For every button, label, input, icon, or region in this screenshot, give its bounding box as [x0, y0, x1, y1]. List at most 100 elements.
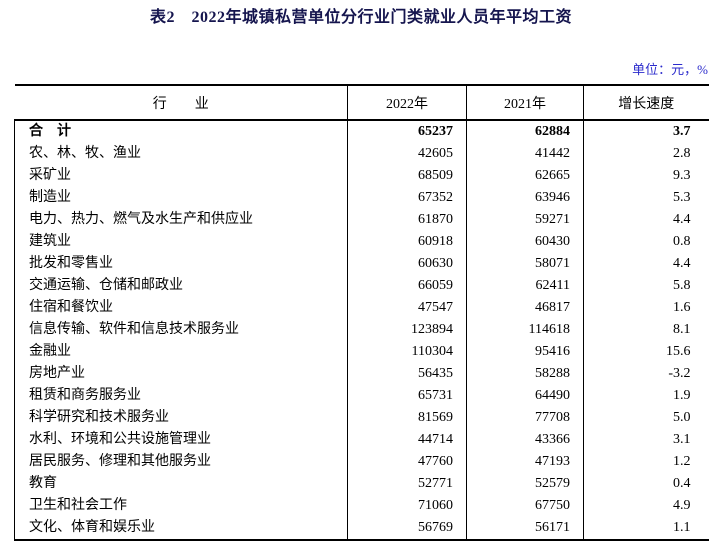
industry-cell: 电力、热力、燃气及水生产和供应业: [14, 209, 348, 231]
column-header-2021: 2021年: [466, 84, 584, 121]
value-2022-cell: 56435: [347, 363, 467, 385]
table-row: 采矿业 68509 62665 9.3: [14, 165, 709, 187]
table-row: 科学研究和技术服务业 81569 77708 5.0: [14, 407, 709, 429]
table-title: 表2 2022年城镇私营单位分行业门类就业人员年平均工资: [149, 9, 572, 26]
table-row: 建筑业 60918 60430 0.8: [14, 231, 709, 253]
value-2022-cell: 65237: [347, 120, 467, 143]
value-2022-cell: 60918: [347, 231, 467, 253]
unit-label: 单位：元，%: [632, 62, 708, 77]
industry-cell: 交通运输、仓储和邮政业: [14, 275, 348, 297]
value-2022-cell: 60630: [347, 253, 467, 275]
value-2022-cell: 47547: [347, 297, 467, 319]
industry-cell: 批发和零售业: [14, 253, 348, 275]
table-row: 教育 52771 52579 0.4: [14, 473, 709, 495]
value-2022-cell: 52771: [347, 473, 467, 495]
value-2021-cell: 63946: [466, 187, 584, 209]
growth-cell: 4.9: [583, 495, 709, 517]
growth-cell: 0.4: [583, 473, 709, 495]
value-2021-cell: 67750: [466, 495, 584, 517]
industry-cell: 建筑业: [14, 231, 348, 253]
industry-cell: 文化、体育和娱乐业: [14, 517, 348, 541]
value-2022-cell: 81569: [347, 407, 467, 429]
value-2021-cell: 58288: [466, 363, 584, 385]
value-2022-cell: 123894: [347, 319, 467, 341]
value-2022-cell: 61870: [347, 209, 467, 231]
value-2021-cell: 56171: [466, 517, 584, 541]
wage-table: 行 业 2022年 2021年 增长速度 合 计 65237 62884 3.7…: [14, 84, 709, 541]
industry-cell: 居民服务、修理和其他服务业: [14, 451, 348, 473]
table-row: 电力、热力、燃气及水生产和供应业 61870 59271 4.4: [14, 209, 709, 231]
industry-cell: 教育: [14, 473, 348, 495]
growth-cell: 8.1: [583, 319, 709, 341]
column-header-2022: 2022年: [347, 84, 467, 121]
industry-cell: 水利、环境和公共设施管理业: [14, 429, 348, 451]
industry-cell: 采矿业: [14, 165, 348, 187]
value-2021-cell: 77708: [466, 407, 584, 429]
value-2021-cell: 41442: [466, 143, 584, 165]
industry-cell: 房地产业: [14, 363, 348, 385]
industry-cell: 卫生和社会工作: [14, 495, 348, 517]
value-2021-cell: 60430: [466, 231, 584, 253]
table-row: 房地产业 56435 58288 -3.2: [14, 363, 709, 385]
industry-cell: 农、林、牧、渔业: [14, 143, 348, 165]
table-row: 交通运输、仓储和邮政业 66059 62411 5.8: [14, 275, 709, 297]
table-row: 住宿和餐饮业 47547 46817 1.6: [14, 297, 709, 319]
growth-cell: 4.4: [583, 209, 709, 231]
value-2021-cell: 114618: [466, 319, 584, 341]
industry-cell: 租赁和商务服务业: [14, 385, 348, 407]
industry-cell: 制造业: [14, 187, 348, 209]
value-2022-cell: 42605: [347, 143, 467, 165]
value-2022-cell: 65731: [347, 385, 467, 407]
growth-cell: 15.6: [583, 341, 709, 363]
growth-cell: 0.8: [583, 231, 709, 253]
column-header-industry: 行 业: [14, 84, 348, 121]
value-2022-cell: 66059: [347, 275, 467, 297]
growth-cell: 1.1: [583, 517, 709, 541]
growth-cell: 1.6: [583, 297, 709, 319]
table-row: 制造业 67352 63946 5.3: [14, 187, 709, 209]
value-2021-cell: 95416: [466, 341, 584, 363]
value-2022-cell: 56769: [347, 517, 467, 541]
industry-cell: 住宿和餐饮业: [14, 297, 348, 319]
industry-cell: 金融业: [14, 341, 348, 363]
table-row: 水利、环境和公共设施管理业 44714 43366 3.1: [14, 429, 709, 451]
growth-cell: 5.3: [583, 187, 709, 209]
growth-cell: 4.4: [583, 253, 709, 275]
value-2021-cell: 62665: [466, 165, 584, 187]
header-row: 行 业 2022年 2021年 增长速度: [14, 84, 709, 121]
value-2022-cell: 110304: [347, 341, 467, 363]
value-2021-cell: 47193: [466, 451, 584, 473]
table-row-total: 合 计 65237 62884 3.7: [14, 120, 709, 143]
table-body: 合 计 65237 62884 3.7 农、林、牧、渔业 42605 41442…: [14, 120, 709, 541]
value-2021-cell: 58071: [466, 253, 584, 275]
growth-cell: 5.0: [583, 407, 709, 429]
growth-cell: 3.1: [583, 429, 709, 451]
column-header-growth: 增长速度: [583, 84, 709, 121]
growth-cell: 9.3: [583, 165, 709, 187]
table-row: 信息传输、软件和信息技术服务业 123894 114618 8.1: [14, 319, 709, 341]
table-header: 行 业 2022年 2021年 增长速度: [14, 84, 709, 121]
value-2022-cell: 71060: [347, 495, 467, 517]
value-2022-cell: 67352: [347, 187, 467, 209]
value-2021-cell: 43366: [466, 429, 584, 451]
table-row: 批发和零售业 60630 58071 4.4: [14, 253, 709, 275]
value-2022-cell: 47760: [347, 451, 467, 473]
value-2021-cell: 64490: [466, 385, 584, 407]
table-row: 居民服务、修理和其他服务业 47760 47193 1.2: [14, 451, 709, 473]
value-2022-cell: 68509: [347, 165, 467, 187]
value-2021-cell: 62884: [466, 120, 584, 143]
growth-cell: 5.8: [583, 275, 709, 297]
growth-cell: 2.8: [583, 143, 709, 165]
table-row: 文化、体育和娱乐业 56769 56171 1.1: [14, 517, 709, 541]
industry-cell: 科学研究和技术服务业: [14, 407, 348, 429]
value-2021-cell: 59271: [466, 209, 584, 231]
table-row: 卫生和社会工作 71060 67750 4.9: [14, 495, 709, 517]
industry-cell: 信息传输、软件和信息技术服务业: [14, 319, 348, 341]
value-2021-cell: 52579: [466, 473, 584, 495]
value-2022-cell: 44714: [347, 429, 467, 451]
growth-cell: 3.7: [583, 120, 709, 143]
growth-cell: 1.2: [583, 451, 709, 473]
industry-cell: 合 计: [14, 120, 348, 143]
value-2021-cell: 62411: [466, 275, 584, 297]
table-row: 金融业 110304 95416 15.6: [14, 341, 709, 363]
